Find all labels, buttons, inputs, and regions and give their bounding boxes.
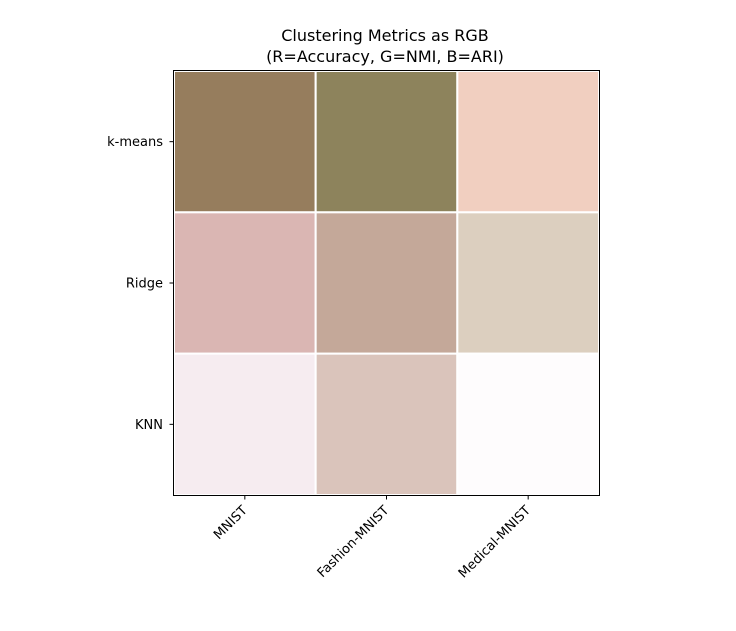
x-axis: MNIST Fashion-MNIST Medical-MNIST — [211, 495, 534, 581]
heatmap-cell-KNN-Medical-MNIST — [456, 352, 601, 496]
y-tick-label: KNN — [135, 418, 163, 433]
y-axis: k-means Ridge KNN — [107, 135, 174, 433]
chart-title-line-2: (R=Accuracy, G=NMI, B=ARI) — [266, 47, 504, 66]
chart-title-line-1: Clustering Metrics as RGB — [281, 26, 489, 45]
x-tick-label: MNIST — [211, 503, 251, 543]
heatmap-cell-Ridge-MNIST — [173, 211, 317, 355]
heatmap-cell-Ridge-Fashion-MNIST — [314, 211, 459, 355]
x-tick-label: Medical-MNIST — [456, 503, 534, 581]
heatmap-cell-k-means-Fashion-MNIST — [314, 70, 459, 214]
y-tick-label: k-means — [107, 135, 163, 150]
y-tick-label: Ridge — [126, 277, 163, 292]
heatmap-cells — [173, 70, 601, 496]
x-tick-label: Fashion-MNIST — [315, 503, 393, 581]
heatmap-cell-Ridge-Medical-MNIST — [456, 211, 601, 355]
heatmap-cell-k-means-Medical-MNIST — [456, 70, 601, 214]
heatmap-cell-KNN-MNIST — [173, 352, 317, 496]
heatmap-cell-k-means-MNIST — [173, 70, 317, 214]
heatmap-cell-KNN-Fashion-MNIST — [314, 352, 459, 496]
